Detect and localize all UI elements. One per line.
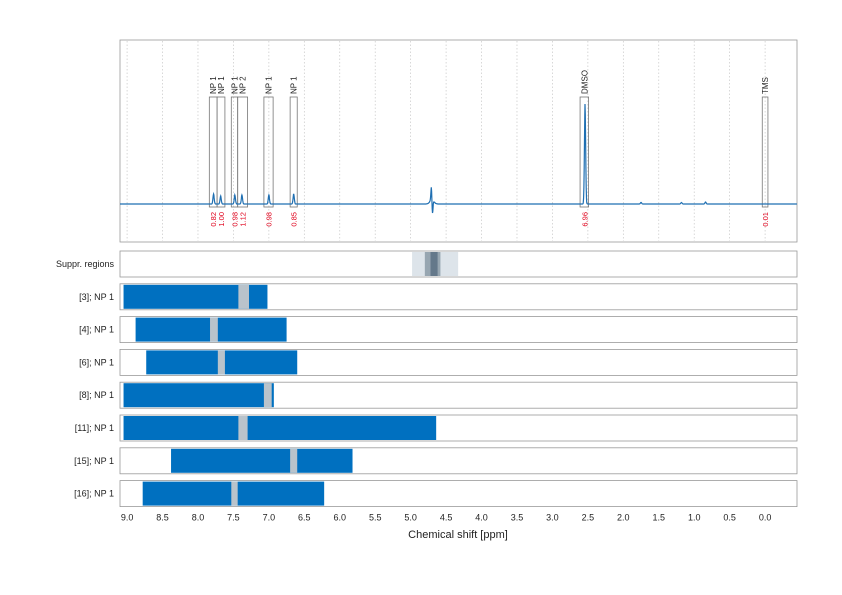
row-label: [15]; NP 1 [74, 456, 114, 466]
annotation-label: NP 1 [230, 76, 239, 94]
x-tick-label: 4.5 [440, 513, 453, 523]
row-label: [4]; NP 1 [79, 325, 114, 335]
gap-bar [210, 317, 218, 342]
x-tick-label: 9.0 [121, 513, 134, 523]
row-panels: Suppr. regions [3]; NP 1 [4]; NP 1 [6]; NP … [56, 250, 798, 508]
integral-label: 0.85 [290, 212, 299, 227]
annotation-box [263, 96, 274, 208]
row-panel [119, 316, 798, 344]
annotation-label: TMS [761, 77, 770, 94]
x-tick-label: 6.5 [298, 513, 311, 523]
row-label: Suppr. regions [56, 259, 115, 269]
row-label: [11]; NP 1 [75, 423, 114, 433]
x-tick-label: 8.5 [156, 513, 169, 523]
x-axis: 9.0 8.5 8.0 7.5 7.0 6.5 6.0 5.5 5.0 4.5 4.0 3.5 3.0 2… [121, 513, 772, 523]
x-tick-label: 3.5 [511, 513, 524, 523]
integral-label: 0.01 [761, 212, 770, 227]
row-panel [119, 348, 798, 376]
annotation-label: NP 2 [239, 76, 248, 94]
range-bar [123, 416, 437, 440]
annotation-box [579, 96, 589, 208]
annotation-label: DMSO [580, 70, 589, 94]
spectrum-panel-frame [119, 39, 798, 243]
x-tick-label: 0.5 [723, 513, 736, 523]
x-tick-label: 3.0 [546, 513, 559, 523]
gap-bar [217, 350, 225, 375]
integral-label: 0.98 [265, 212, 274, 227]
row-label: [16]; NP 1 [74, 489, 114, 499]
row-panel [119, 381, 798, 409]
annotation-box [230, 96, 239, 208]
integral-label: 0.98 [230, 212, 239, 227]
annotation-label: NP 1 [217, 76, 226, 94]
gap-bar [263, 383, 272, 408]
integral-label: 1.00 [217, 212, 226, 227]
gap-bar [238, 416, 248, 440]
row-panel [119, 283, 798, 311]
suppression-panel [119, 250, 798, 278]
peak-annotations: NP 1 0.82 NP 1 1.00 NP 1 0.98 NP 2 1.12 NP 1 0.98… [208, 70, 770, 227]
x-tick-label: 4.0 [475, 513, 488, 523]
integral-label: 6.96 [580, 212, 589, 227]
row-panel [119, 414, 798, 442]
x-tick-label: 2.5 [582, 513, 595, 523]
range-bar [171, 448, 353, 473]
x-tick-label: 7.0 [263, 513, 276, 523]
annotation-label: NP 1 [265, 76, 274, 94]
x-tick-label: 7.5 [227, 513, 240, 523]
annotation-label: NP 1 [290, 76, 299, 94]
annotation-box [237, 96, 249, 208]
annotation-box [289, 96, 298, 208]
x-tick-label: 8.0 [192, 513, 205, 523]
range-bar [123, 383, 274, 408]
x-tick-label: 2.0 [617, 513, 630, 523]
integral-label: 0.82 [209, 212, 218, 227]
x-tick-label: 0.0 [759, 513, 772, 523]
gap-bar [290, 448, 298, 473]
row-panel [119, 447, 798, 475]
row-label: [3]; NP 1 [79, 292, 114, 302]
gap-bar [231, 481, 238, 506]
annotation-box [208, 96, 218, 208]
spectrum-grid [126, 41, 766, 241]
annotation-box [761, 96, 769, 208]
suppression-band [430, 252, 438, 276]
row-label: [8]; NP 1 [79, 390, 114, 400]
x-tick-label: 6.0 [334, 513, 347, 523]
gap-bar [238, 284, 250, 309]
spectrum-line [120, 103, 797, 214]
x-tick-label: 5.0 [404, 513, 417, 523]
x-axis-label: Chemical shift [ppm] [408, 529, 508, 541]
annotation-label: NP 1 [209, 76, 218, 94]
annotation-box [216, 96, 226, 208]
row-label: [6]; NP 1 [79, 357, 114, 367]
integral-label: 1.12 [239, 212, 248, 227]
x-tick-label: 1.5 [653, 513, 666, 523]
row-panel [119, 480, 798, 508]
x-tick-label: 1.0 [688, 513, 701, 523]
x-tick-label: 5.5 [369, 513, 382, 523]
